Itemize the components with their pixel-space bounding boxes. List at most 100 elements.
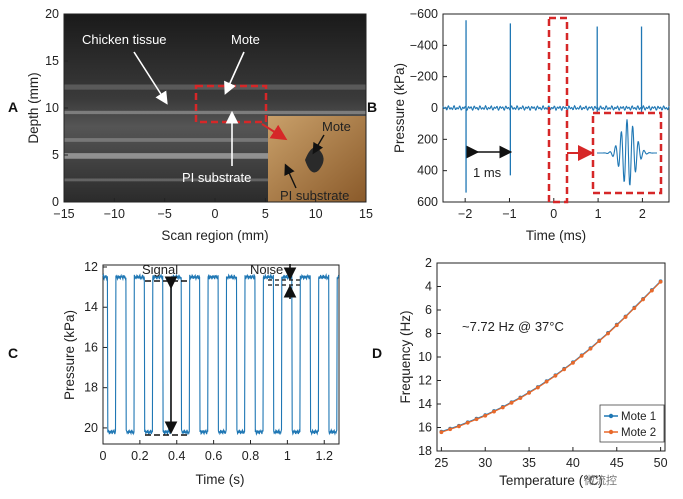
roi-to-inset-arrow [261, 123, 288, 141]
x-tick-label: 0 [100, 449, 107, 463]
y-tick-label: 20 [45, 7, 59, 21]
y-tick-label: 18 [84, 381, 98, 395]
data-point [623, 315, 628, 319]
tissue-band [64, 138, 366, 142]
burst-waveform [597, 119, 657, 186]
panel-c: 0 0.2 0.4 0.6 0.8 1 1.2 20 18 16 14 12 Signal Noise… [8, 260, 340, 487]
data-point [579, 353, 584, 358]
x-tick-label: 0.6 [205, 449, 222, 463]
x-tick-label: 50 [654, 456, 668, 470]
x-tick-label: 35 [522, 456, 536, 470]
pi-substrate-label: PI substrate [182, 170, 251, 185]
x-tick-label: −5 [158, 207, 172, 221]
watermark: 微流控 [584, 475, 617, 487]
data-point [500, 405, 505, 410]
data-point [632, 306, 637, 311]
panel-d-xlabel: Temperature (°C) [499, 473, 603, 488]
legend-label-mote-1: Mote 1 [621, 411, 656, 423]
signal-label: Signal [142, 262, 178, 277]
mote-label: Mote [231, 32, 260, 47]
data-point [492, 409, 496, 414]
data-point [439, 430, 444, 435]
tissue-band [64, 153, 366, 159]
mote-arrow [224, 51, 245, 95]
legend-marker-mote-2 [608, 429, 614, 435]
square-wave-trace [102, 272, 340, 436]
zoom-window-box [547, 16, 569, 204]
x-tick-label: 0 [550, 207, 557, 221]
y-tick-label: 6 [425, 303, 432, 317]
temperature-annotation: ~7.72 Hz @ 37°C [462, 319, 564, 334]
inset-mote-label: Mote [322, 119, 351, 134]
data-point [509, 400, 514, 405]
x-tick-label: 1.2 [316, 449, 333, 463]
interval-label: 1 ms [473, 165, 502, 180]
data-point [658, 279, 663, 284]
panel-c-ylabel: Pressure (kPa) [62, 310, 77, 400]
inset-pi-arrow [284, 163, 297, 189]
panel-a: Chicken tissue Mote PI substrate Mote PI… [8, 7, 373, 243]
noise-label: Noise [250, 262, 283, 277]
legend: Mote 1 Mote 2 [599, 404, 665, 443]
legend-box [599, 404, 665, 443]
y-tick-label: 16 [84, 340, 98, 354]
y-tick-label: 12 [418, 374, 432, 388]
x-tick-label: 0 [212, 207, 219, 221]
panel-d: 25 30 35 40 45 50 18 16 14 12 10 8 6 4 2 ~7.72 Hz @ 37… [372, 256, 668, 488]
data-point [588, 346, 593, 351]
data-point [448, 427, 453, 432]
zoom-inset-waveform [597, 119, 657, 186]
inset-pi-label: PI substrate [280, 188, 349, 203]
y-tick-label: 14 [418, 397, 432, 411]
tissue-bands [64, 84, 366, 182]
panel-b-xlabel: Time (ms) [526, 228, 586, 243]
panel-c-xlabel: Time (s) [196, 472, 245, 487]
y-tick-label: 10 [45, 101, 59, 115]
y-tick-label: 5 [52, 148, 59, 162]
panel-b-label: B [367, 99, 377, 115]
y-tick-label: 600 [417, 195, 438, 209]
x-tick-label: 2 [639, 207, 646, 221]
panel-d-axes: 25 30 35 40 45 50 18 16 14 12 10 8 6 4 2 [418, 256, 668, 470]
data-point [518, 396, 523, 401]
panel-a-label: A [8, 99, 18, 115]
data-point [649, 288, 654, 293]
baseline-trace [442, 104, 670, 112]
data-point [614, 323, 619, 328]
tissue-band [64, 178, 366, 182]
panel-b: −2 −1 0 1 2 600 400 200 0 −200 −400 −600 1 ms Time … [367, 7, 670, 243]
data-point [465, 420, 470, 425]
panel-b-axes: −2 −1 0 1 2 600 400 200 0 −200 −400 −600 [410, 7, 646, 221]
x-tick-label: 45 [610, 456, 624, 470]
inset-mote-arrow [312, 134, 325, 155]
y-tick-label: 400 [417, 164, 438, 178]
data-point [641, 297, 645, 302]
panel-c-label: C [8, 345, 18, 361]
x-tick-label: −10 [104, 207, 125, 221]
panel-b-ylabel: Pressure (kPa) [392, 63, 407, 153]
legend-label-mote-2: Mote 2 [621, 427, 656, 439]
y-tick-label: 2 [425, 256, 432, 270]
x-tick-label: −2 [458, 207, 472, 221]
panel-d-ylabel: Frequency (Hz) [398, 310, 413, 403]
y-tick-label: 20 [84, 421, 98, 435]
tissue-band [64, 84, 366, 90]
x-tick-label: 0.2 [131, 449, 148, 463]
y-tick-label: 14 [84, 300, 98, 314]
data-point [527, 390, 531, 395]
x-tick-label: 40 [566, 456, 580, 470]
y-tick-label: 16 [418, 421, 432, 435]
panel-c-plot [102, 272, 340, 436]
y-tick-label: 4 [425, 280, 432, 294]
y-tick-label: −200 [410, 70, 438, 84]
panel-a-ylabel: Depth (mm) [26, 72, 41, 143]
panel-b-plot [442, 20, 670, 193]
x-tick-label: 1 [595, 207, 602, 221]
chicken-tissue-arrow [133, 51, 168, 105]
x-tick-label: 5 [262, 207, 269, 221]
y-tick-label: 0 [52, 195, 59, 209]
x-tick-label: 30 [478, 456, 492, 470]
y-tick-label: 10 [418, 350, 432, 364]
x-tick-label: 25 [434, 456, 448, 470]
x-tick-label: −15 [53, 207, 74, 221]
